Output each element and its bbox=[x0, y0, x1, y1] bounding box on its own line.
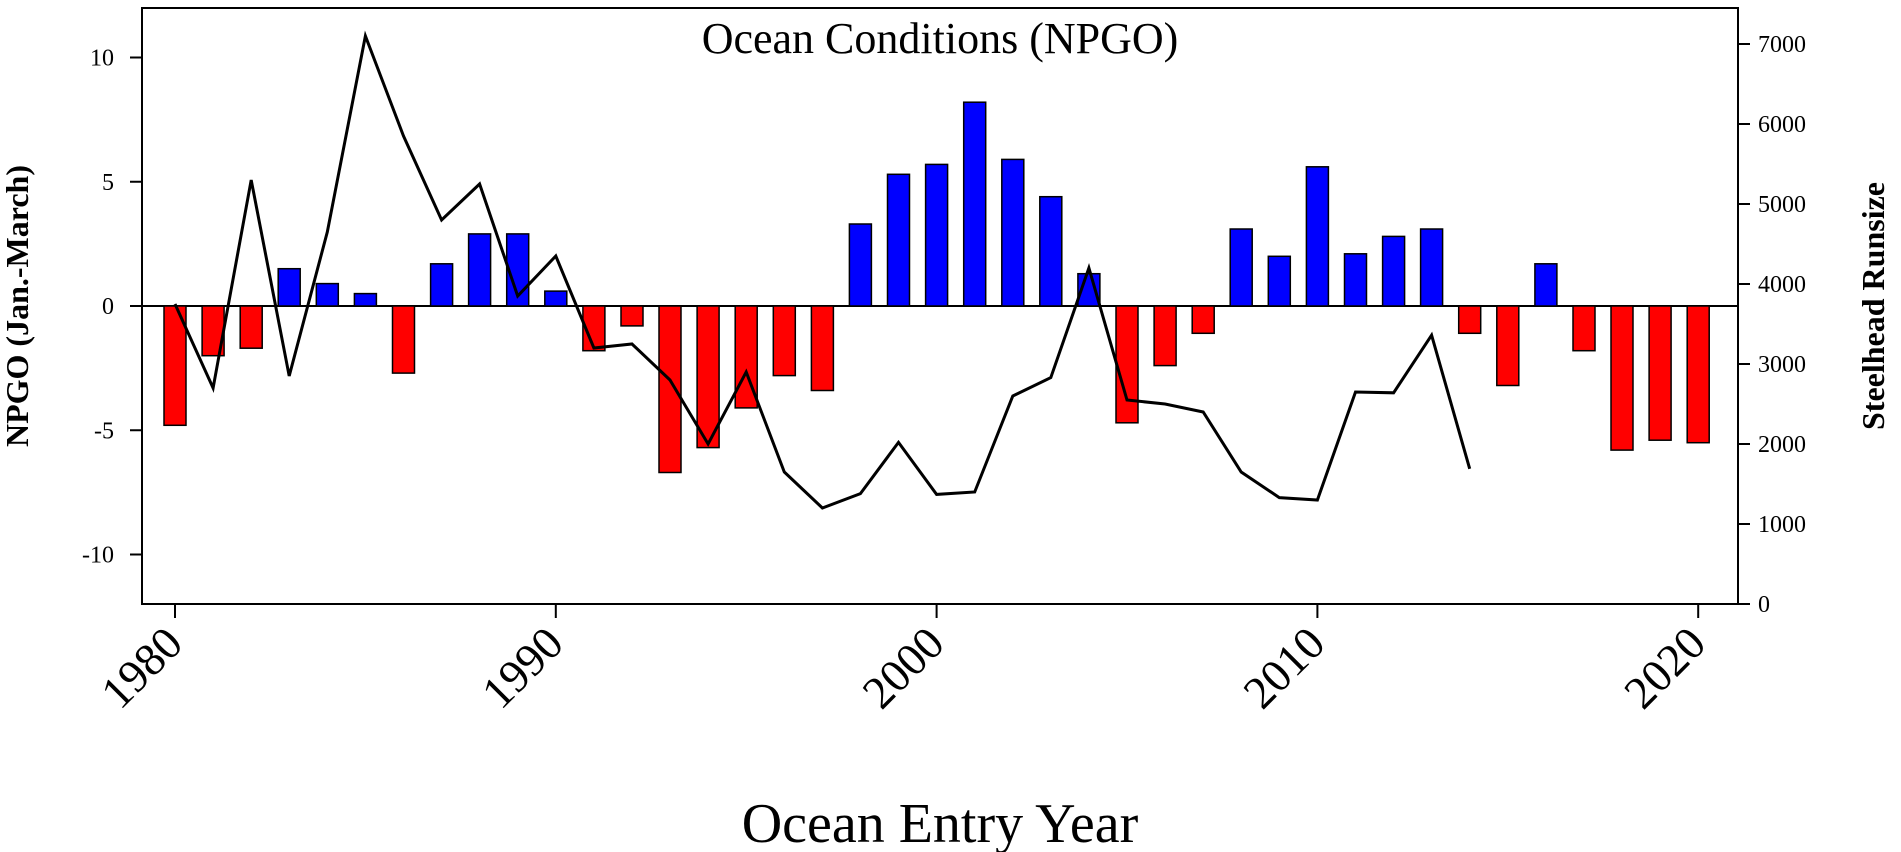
npgo-bar bbox=[886, 173, 911, 307]
right-tick-label: 6000 bbox=[1758, 112, 1806, 138]
npgo-bar bbox=[1229, 228, 1253, 307]
npgo-bar bbox=[848, 223, 873, 307]
steelhead-runsize-line bbox=[173, 30, 1472, 510]
left-axis: -10 -5 0 5 10 bbox=[82, 46, 142, 569]
npgo-bar bbox=[696, 305, 720, 449]
npgo-bar bbox=[505, 233, 530, 307]
right-tick-label: 7000 bbox=[1758, 32, 1806, 58]
x-tick-label: 2010 bbox=[1233, 617, 1334, 718]
npgo-bar bbox=[544, 290, 568, 307]
bottom-axis: 1980 1990 2000 2010 2020 bbox=[91, 604, 1715, 718]
x-axis-label: Ocean Entry Year bbox=[742, 793, 1139, 852]
right-tick-label: 4000 bbox=[1758, 272, 1806, 298]
npgo-bar bbox=[1610, 305, 1634, 451]
npgo-bar bbox=[1572, 305, 1596, 352]
npgo-bar bbox=[1343, 253, 1368, 307]
x-tick-label: 2000 bbox=[853, 617, 954, 718]
npgo-bar bbox=[277, 267, 301, 307]
npgo-bar bbox=[1153, 305, 1177, 367]
left-tick-label: 10 bbox=[90, 46, 114, 72]
npgo-bar bbox=[924, 163, 949, 307]
chart-title: Ocean Conditions (NPGO) bbox=[702, 14, 1179, 63]
npgo-bar bbox=[1457, 305, 1482, 335]
npgo-bar bbox=[1534, 263, 1558, 307]
right-tick-label: 5000 bbox=[1758, 192, 1806, 218]
left-tick-label: 5 bbox=[102, 170, 114, 196]
x-tick-label: 2020 bbox=[1614, 617, 1715, 718]
x-tick-label: 1980 bbox=[91, 617, 192, 718]
npgo-bar bbox=[391, 305, 416, 374]
npgo-bar bbox=[1496, 305, 1520, 387]
npgo-bar bbox=[582, 305, 606, 352]
npgo-bar bbox=[1648, 305, 1672, 441]
npgo-bars bbox=[163, 101, 1710, 474]
npgo-bar bbox=[1267, 255, 1292, 307]
npgo-bar bbox=[810, 305, 835, 392]
right-tick-label: 3000 bbox=[1758, 352, 1806, 378]
npgo-bar bbox=[429, 263, 454, 307]
npgo-bar bbox=[772, 305, 797, 377]
left-tick-label: -10 bbox=[82, 543, 114, 569]
right-tick-label: 1000 bbox=[1758, 512, 1806, 538]
npgo-bar bbox=[1115, 305, 1139, 424]
npgo-bar bbox=[315, 282, 340, 307]
left-tick-label: 0 bbox=[102, 294, 114, 320]
x-tick-label: 1990 bbox=[472, 617, 573, 718]
npgo-bar bbox=[658, 305, 682, 474]
right-axis: 0 1000 2000 3000 4000 5000 6000 7000 bbox=[1738, 32, 1806, 618]
npgo-bar bbox=[1686, 305, 1710, 444]
npgo-bar bbox=[1419, 228, 1444, 307]
right-tick-label: 2000 bbox=[1758, 432, 1806, 458]
npgo-bar bbox=[620, 305, 644, 327]
right-tick-label: 0 bbox=[1758, 592, 1770, 618]
left-tick-label: -5 bbox=[94, 418, 114, 444]
npgo-bar bbox=[1191, 305, 1215, 335]
npgo-bar bbox=[962, 101, 987, 307]
y2-axis-label: Steelhead Runsize bbox=[1855, 182, 1891, 430]
npgo-bar bbox=[1001, 158, 1025, 307]
npgo-bar bbox=[1039, 195, 1063, 307]
npgo-bar bbox=[1305, 166, 1330, 307]
npgo-bar bbox=[353, 292, 378, 307]
npgo-bar bbox=[1381, 235, 1406, 307]
npgo-bar bbox=[467, 233, 492, 307]
y-axis-label: NPGO (Jan.-March) bbox=[0, 165, 35, 447]
npgo-bar bbox=[239, 305, 263, 349]
